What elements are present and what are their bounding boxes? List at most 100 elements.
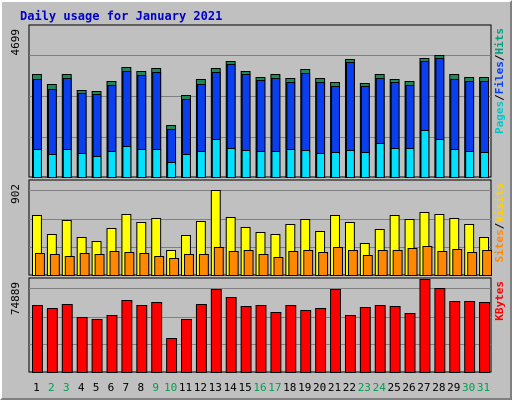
x-tick-label: 9 bbox=[152, 381, 159, 394]
x-tick-label: 17 bbox=[268, 381, 281, 394]
bar-pages-day-21 bbox=[331, 152, 340, 178]
bar-sites-day-4 bbox=[79, 253, 90, 276]
bar-kbytes-day-14 bbox=[225, 297, 237, 373]
x-tick-label: 2 bbox=[48, 381, 55, 394]
bar-kbytes-day-27 bbox=[419, 279, 431, 373]
x-tick-label: 14 bbox=[224, 381, 238, 394]
bar-sites-day-9 bbox=[154, 256, 165, 276]
x-tick-label: 15 bbox=[238, 381, 251, 394]
bar-pages-day-28 bbox=[435, 139, 445, 178]
bar-pages-day-3 bbox=[62, 149, 72, 178]
legend-entry: / bbox=[493, 94, 506, 101]
bar-sites-day-22 bbox=[347, 250, 358, 276]
bar-kbytes-day-21 bbox=[330, 289, 341, 373]
bar-sites-day-23 bbox=[362, 255, 373, 276]
bar-kbytes-day-8 bbox=[136, 305, 148, 373]
bar-sites-day-19 bbox=[303, 250, 314, 276]
legend-entry: Visits bbox=[493, 183, 506, 223]
bar-sites-day-28 bbox=[437, 251, 448, 276]
bar-pages-day-1 bbox=[33, 149, 42, 178]
y-max-label: 74889 bbox=[9, 282, 22, 315]
bar-pages-day-26 bbox=[405, 148, 415, 178]
bar-kbytes-day-25 bbox=[389, 306, 401, 373]
x-tick-label: 28 bbox=[432, 381, 445, 394]
x-tick-label: 30 bbox=[462, 381, 475, 394]
bar-sites-day-12 bbox=[198, 254, 209, 276]
bar-sites-day-14 bbox=[228, 251, 239, 276]
x-tick-label: 1 bbox=[33, 381, 40, 394]
x-tick-label: 16 bbox=[253, 381, 266, 394]
x-tick-label: 20 bbox=[313, 381, 326, 394]
bar-kbytes-day-18 bbox=[285, 305, 297, 373]
bar-pages-day-30 bbox=[465, 151, 475, 178]
bar-pages-day-2 bbox=[47, 154, 57, 178]
y-max-label: 4699 bbox=[9, 29, 22, 56]
bar-sites-day-21 bbox=[333, 247, 343, 276]
bar-kbytes-day-9 bbox=[151, 302, 163, 373]
bar-sites-day-17 bbox=[273, 257, 284, 276]
x-tick-label: 24 bbox=[373, 381, 387, 394]
y-max-label: 902 bbox=[9, 184, 22, 204]
bar-kbytes-day-29 bbox=[449, 301, 461, 373]
x-tick-label: 18 bbox=[283, 381, 296, 394]
bar-sites-day-20 bbox=[318, 252, 329, 276]
bar-pages-day-5 bbox=[92, 156, 102, 178]
bar-pages-day-6 bbox=[107, 151, 117, 178]
bar-pages-day-19 bbox=[301, 150, 311, 178]
bar-sites-day-5 bbox=[94, 254, 105, 276]
bar-pages-day-9 bbox=[152, 149, 162, 178]
bar-sites-day-24 bbox=[377, 250, 388, 276]
x-tick-label: 6 bbox=[108, 381, 115, 394]
bar-pages-day-27 bbox=[420, 130, 430, 178]
bar-kbytes-day-7 bbox=[121, 300, 133, 373]
legend-entry: Files bbox=[493, 61, 506, 94]
x-tick-label: 3 bbox=[63, 381, 70, 394]
bar-sites-day-3 bbox=[64, 256, 75, 276]
x-tick-label: 4 bbox=[78, 381, 85, 394]
legend-entry: / bbox=[493, 54, 506, 61]
bar-sites-day-31 bbox=[482, 250, 492, 276]
bar-kbytes-day-6 bbox=[106, 315, 118, 373]
legend-entry: Sites bbox=[493, 229, 506, 262]
bar-pages-day-29 bbox=[450, 149, 460, 178]
chart-title: Daily usage for January 2021 bbox=[20, 9, 223, 23]
bar-kbytes-day-10 bbox=[166, 338, 178, 373]
bar-kbytes-day-5 bbox=[91, 319, 103, 373]
x-tick-label: 26 bbox=[402, 381, 415, 394]
bar-sites-day-18 bbox=[288, 251, 299, 276]
bar-sites-day-30 bbox=[467, 252, 478, 276]
bar-pages-day-8 bbox=[137, 149, 147, 178]
bar-sites-day-16 bbox=[258, 254, 269, 276]
bar-pages-day-12 bbox=[196, 151, 206, 178]
bar-sites-day-1 bbox=[35, 253, 45, 276]
bar-sites-day-10 bbox=[169, 258, 180, 276]
bar-pages-day-31 bbox=[480, 152, 489, 178]
legend-entry: Hits bbox=[493, 28, 506, 55]
bar-sites-day-26 bbox=[407, 248, 418, 276]
x-tick-label: 21 bbox=[328, 381, 341, 394]
bar-kbytes-day-3 bbox=[61, 304, 73, 373]
bar-kbytes-day-28 bbox=[434, 288, 446, 373]
legend-entry: KBytes bbox=[493, 281, 506, 321]
bar-kbytes-day-22 bbox=[344, 315, 356, 373]
bar-kbytes-day-23 bbox=[359, 307, 371, 373]
bar-kbytes-day-17 bbox=[270, 312, 282, 373]
bar-pages-day-10 bbox=[167, 162, 177, 178]
bar-pages-day-18 bbox=[286, 149, 296, 178]
x-tick-label: 12 bbox=[194, 381, 207, 394]
bar-pages-day-13 bbox=[211, 139, 221, 178]
legend-kbytes: KBytes bbox=[493, 281, 506, 321]
x-tick-label: 11 bbox=[179, 381, 192, 394]
bar-pages-day-22 bbox=[345, 150, 355, 178]
x-tick-label: 5 bbox=[93, 381, 100, 394]
bar-kbytes-day-11 bbox=[181, 319, 192, 373]
bar-kbytes-day-15 bbox=[240, 306, 252, 373]
x-tick-label: 23 bbox=[358, 381, 371, 394]
bar-sites-day-2 bbox=[49, 254, 60, 276]
bar-kbytes-day-4 bbox=[76, 317, 88, 373]
bar-kbytes-day-16 bbox=[255, 305, 267, 373]
bar-kbytes-day-19 bbox=[300, 310, 312, 373]
bar-pages-day-4 bbox=[77, 153, 87, 178]
